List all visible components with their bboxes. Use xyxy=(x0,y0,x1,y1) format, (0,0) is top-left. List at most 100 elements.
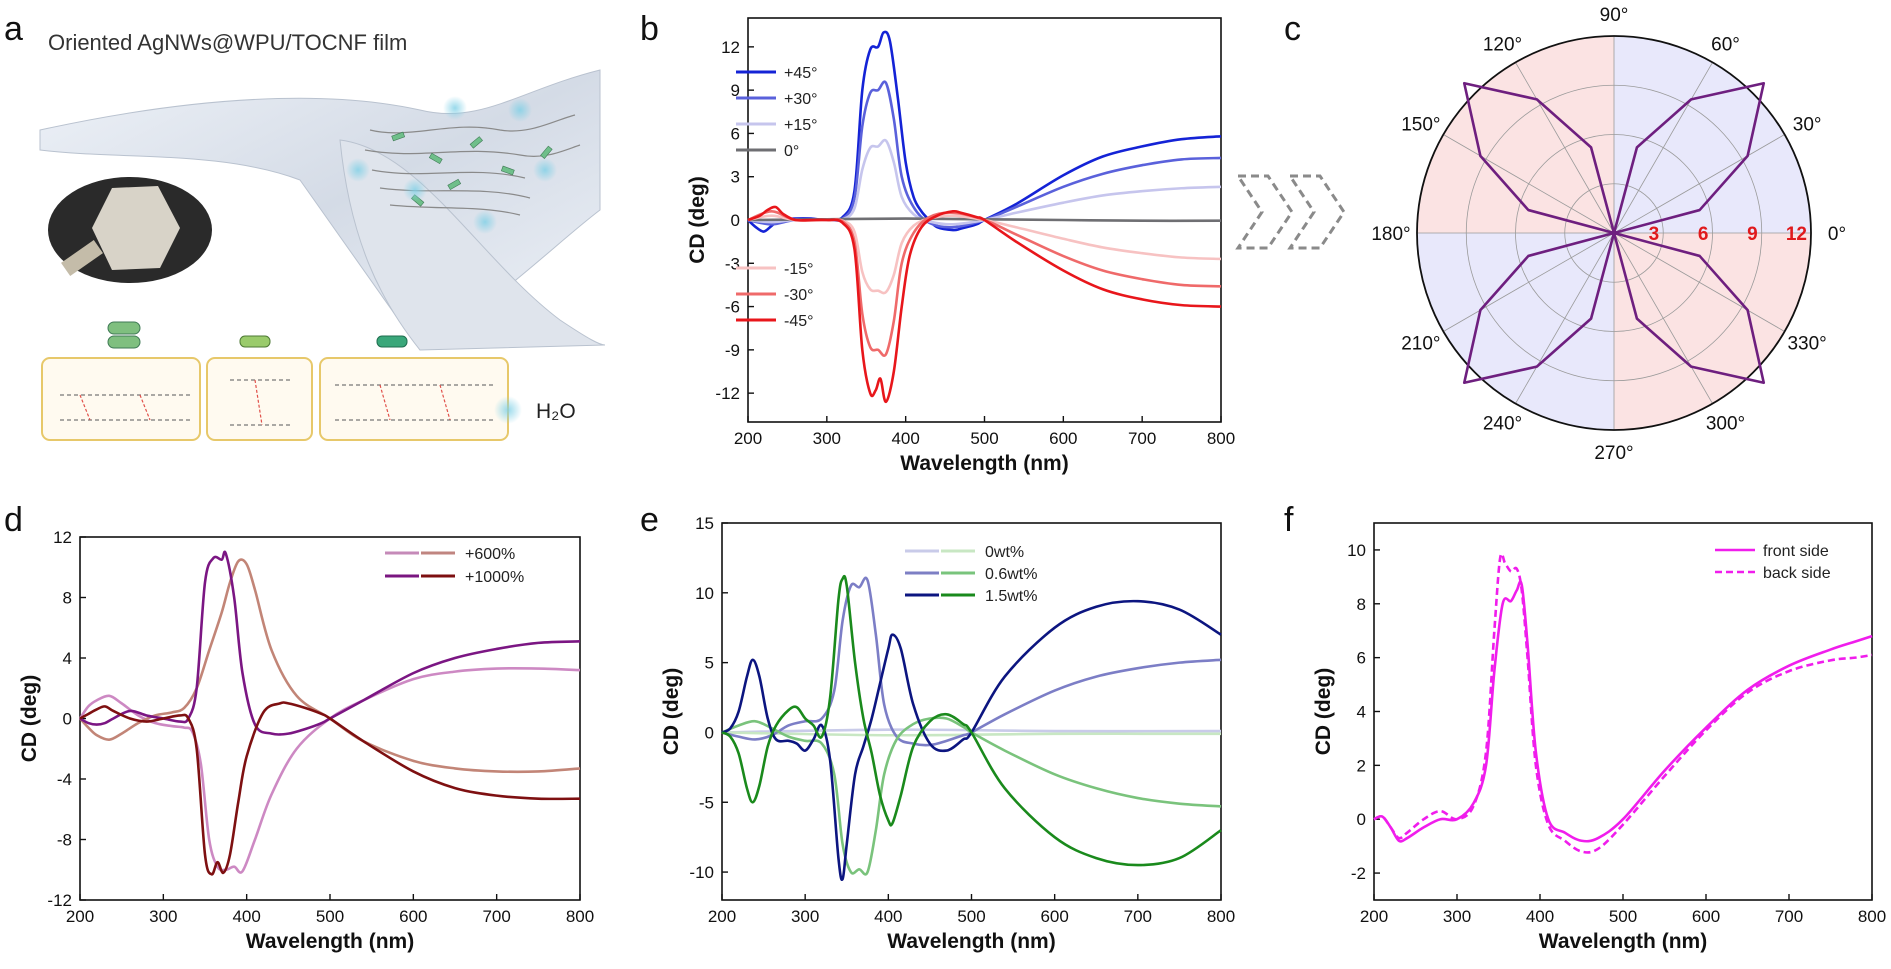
y-tick-label: -2 xyxy=(1351,864,1366,883)
polar-angle-label: 330° xyxy=(1787,334,1826,355)
x-tick-label: 800 xyxy=(1858,907,1886,926)
y-tick-label: 0 xyxy=(705,723,714,742)
y-tick-label: -10 xyxy=(689,863,714,882)
x-tick-label: 400 xyxy=(1526,907,1554,926)
polar-angle-label: 270° xyxy=(1594,443,1633,464)
legend-label: +15° xyxy=(784,117,818,134)
x-tick-label: 300 xyxy=(1443,907,1471,926)
polar-angle-label: 120° xyxy=(1483,34,1522,55)
legend-label: 0wt% xyxy=(985,544,1024,561)
y-tick-label: 5 xyxy=(705,654,714,673)
x-tick-label: 300 xyxy=(813,429,841,448)
y-tick-label: 10 xyxy=(1347,541,1366,560)
legend-label: +30° xyxy=(784,91,818,108)
x-tick-label: 700 xyxy=(1775,907,1803,926)
x-axis-label: Wavelength (nm) xyxy=(1539,930,1707,953)
x-tick-label: 600 xyxy=(1040,907,1068,926)
legend-label: front side xyxy=(1763,543,1829,560)
series-line xyxy=(747,138,1222,226)
hbond-schemes xyxy=(41,321,509,441)
x-tick-label: 400 xyxy=(891,429,919,448)
series-line xyxy=(721,574,1222,867)
chart-e: 200 300 400 500 600 700 800 -10 -5 0 5 10 15 Waveleng… xyxy=(660,514,1235,953)
y-tick-label: 6 xyxy=(1357,649,1366,668)
x-tick-label: 600 xyxy=(399,907,427,926)
polar-quadrant-shade xyxy=(1417,36,1614,233)
x-axis-label: Wavelength (nm) xyxy=(900,452,1068,475)
y-axis-label: CD (deg) xyxy=(18,675,41,763)
panel-label-c: c xyxy=(1284,10,1301,48)
x-tick-label: 500 xyxy=(957,907,985,926)
legend: front side back side xyxy=(1715,543,1831,582)
y-axis-label: CD (deg) xyxy=(686,176,709,264)
legend-label: -30° xyxy=(784,287,814,304)
polar-spoke xyxy=(1613,232,1785,332)
water-icon xyxy=(494,396,522,424)
y-tick-label: 12 xyxy=(53,528,72,547)
y-axis-label: CD (deg) xyxy=(660,668,683,756)
x-tick-label: 600 xyxy=(1692,907,1720,926)
polar-outer-ring xyxy=(1416,35,1812,431)
polar-quadrant-shade xyxy=(1614,36,1811,233)
polar-radial-label: 3 xyxy=(1649,224,1660,245)
y-tick-label: -3 xyxy=(725,254,740,273)
tweezers xyxy=(61,239,103,277)
plot-frame xyxy=(721,522,1222,901)
legend: +45° +30° +15° 0° -15° -30° -45° xyxy=(736,65,818,330)
chart-c-polar: 0° 30° 60° 90° 120° 150° 180° 210° 240° 270° 300° 3… xyxy=(1371,5,1846,464)
legend-label: +1000% xyxy=(465,569,524,586)
y-tick-label: -9 xyxy=(725,341,740,360)
polar-spoke xyxy=(1613,134,1785,234)
y-tick-label: -5 xyxy=(699,793,714,812)
x-tick-label: 700 xyxy=(482,907,510,926)
x-tick-label: 400 xyxy=(232,907,260,926)
x-tick-label: 500 xyxy=(1609,907,1637,926)
legend-label: 0° xyxy=(784,143,799,160)
legend-label: back side xyxy=(1763,565,1831,582)
series-line xyxy=(747,30,1222,233)
x-tick-label: 800 xyxy=(1207,907,1235,926)
series-line xyxy=(721,716,1222,876)
y-tick-label: 4 xyxy=(63,649,72,668)
polar-quadrant-shade xyxy=(1614,233,1811,430)
legend-label: -45° xyxy=(784,313,814,330)
x-tick-label: 600 xyxy=(1049,429,1077,448)
x-tick-label: 200 xyxy=(708,907,736,926)
polar-quadrant-shade xyxy=(1417,233,1614,430)
series-line xyxy=(721,576,1222,747)
x-tick-label: 500 xyxy=(316,907,344,926)
legend-label: +600% xyxy=(465,546,515,563)
x-axis-label: Wavelength (nm) xyxy=(887,930,1055,953)
polar-series-line xyxy=(1462,81,1766,385)
panel-a-title: Oriented AgNWs@WPU/TOCNF film xyxy=(48,30,407,55)
y-tick-label: 4 xyxy=(1357,703,1366,722)
x-tick-label: 700 xyxy=(1128,429,1156,448)
x-axis-label: Wavelength (nm) xyxy=(246,930,414,953)
legend-label: +45° xyxy=(784,65,818,82)
series-line xyxy=(747,205,1222,404)
y-tick-label: -12 xyxy=(715,384,740,403)
water-glow xyxy=(346,96,557,234)
polar-angle-label: 300° xyxy=(1706,414,1745,435)
x-tick-label: 700 xyxy=(1124,907,1152,926)
x-tick-label: 400 xyxy=(874,907,902,926)
chevron-arrows xyxy=(1235,174,1346,250)
polar-angle-label: 210° xyxy=(1401,334,1440,355)
x-tick-label: 500 xyxy=(970,429,998,448)
legend-label: 0.6wt% xyxy=(985,566,1037,583)
series-line xyxy=(79,550,581,736)
x-tick-label: 200 xyxy=(1360,907,1388,926)
polar-angle-label: 150° xyxy=(1401,115,1440,136)
y-tick-label: 0 xyxy=(731,211,740,230)
agnw-rods xyxy=(391,131,553,207)
polar-radial-label: 12 xyxy=(1786,224,1807,245)
panel-a-illustration: Oriented AgNWs@WPU/TOCNF film xyxy=(39,30,606,441)
y-tick-label: -6 xyxy=(725,298,740,317)
film-photo xyxy=(92,186,180,270)
y-axis-label: CD (deg) xyxy=(1312,668,1335,756)
polar-spoke xyxy=(1613,62,1713,234)
panel-label-b: b xyxy=(640,10,659,48)
y-tick-label: 12 xyxy=(721,38,740,57)
panel-label-f: f xyxy=(1284,501,1294,539)
